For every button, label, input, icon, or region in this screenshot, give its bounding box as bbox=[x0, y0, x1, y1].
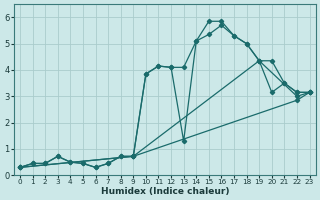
X-axis label: Humidex (Indice chaleur): Humidex (Indice chaleur) bbox=[100, 187, 229, 196]
